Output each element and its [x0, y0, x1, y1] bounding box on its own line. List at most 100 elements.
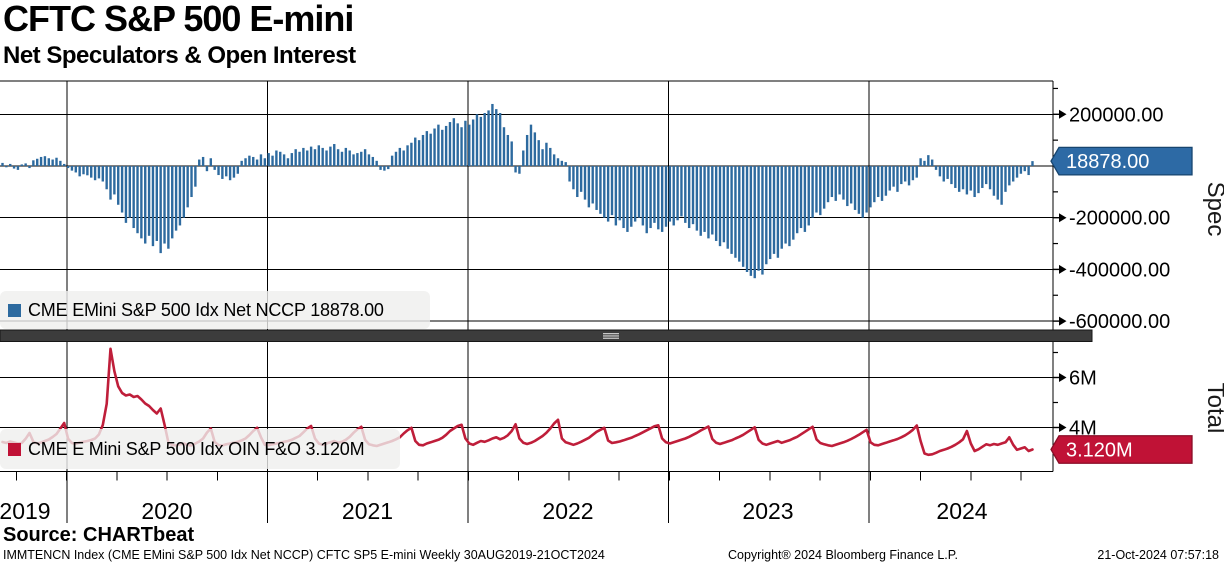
bar [105, 166, 108, 190]
bar [630, 166, 633, 227]
bar [892, 166, 895, 187]
bar [360, 151, 363, 166]
bar [525, 134, 529, 166]
bar [618, 166, 621, 221]
bar [1019, 166, 1023, 174]
bar [32, 160, 35, 166]
bar [984, 166, 988, 185]
bar [51, 159, 54, 166]
bar [599, 166, 602, 214]
bar [282, 154, 286, 166]
bar [668, 166, 672, 222]
bar [309, 146, 313, 166]
bar [610, 166, 614, 216]
legend-net-nccp[interactable]: CME EMini S&P 500 Idx Net NCCP 18878.00 [0, 291, 430, 329]
bar [302, 147, 305, 166]
divider-drag-handle[interactable] [603, 333, 619, 339]
bar [992, 166, 996, 196]
bar [59, 160, 62, 166]
bar [163, 166, 166, 244]
legend-label-net-nccp: CME EMini S&P 500 Idx Net NCCP 18878.00 [28, 299, 384, 320]
bar [522, 150, 525, 166]
bar [325, 150, 328, 166]
bar [988, 166, 992, 190]
total-last-value-box-label: 3.120M [1066, 440, 1133, 462]
bar [633, 166, 637, 222]
bar [232, 166, 236, 178]
bar [876, 166, 880, 198]
bar [9, 163, 12, 166]
year-label: 2020 [141, 498, 192, 524]
bar [236, 166, 240, 174]
bar [151, 166, 155, 247]
bar [711, 166, 714, 235]
bar [911, 166, 915, 181]
bar [657, 166, 660, 230]
bar [583, 166, 587, 200]
legend-label-open-interest: CME E Mini S&P 500 Idx OIN F&O 3.120M [28, 438, 365, 459]
bar [101, 166, 104, 182]
bar [352, 154, 355, 166]
bar [371, 156, 375, 166]
bar [768, 166, 772, 260]
bar [171, 166, 174, 239]
bar [552, 154, 556, 166]
bar [799, 166, 803, 229]
bar [776, 166, 780, 258]
bar [298, 151, 301, 166]
bar [795, 166, 799, 234]
bar [946, 166, 949, 179]
bar [414, 137, 417, 166]
bar [140, 166, 143, 239]
bar [1, 162, 4, 166]
bar [749, 166, 753, 276]
bar [483, 113, 486, 166]
total-axis-title: Total [1202, 383, 1224, 434]
bar [738, 166, 741, 262]
bar [394, 151, 398, 166]
bar [468, 124, 471, 166]
bar [564, 162, 567, 166]
bar [286, 158, 290, 166]
bar [433, 128, 436, 166]
bar [356, 153, 359, 166]
bar [641, 166, 645, 226]
bar [90, 166, 93, 178]
bar [225, 166, 228, 177]
right-axis: 200000.00 -200000.00 -400000.00 -600000.00 6… [1053, 87, 1170, 454]
bar [259, 154, 263, 166]
bar [591, 166, 594, 204]
bar [788, 166, 791, 247]
bar [954, 166, 957, 188]
net-nccp-bars [1, 103, 1034, 279]
bar [495, 109, 498, 166]
bar [703, 166, 706, 232]
bar [506, 134, 510, 166]
bar [363, 149, 367, 166]
bar [387, 166, 390, 170]
bar [167, 166, 170, 249]
bar [390, 155, 394, 166]
bar [174, 166, 178, 231]
bar [1008, 166, 1011, 186]
bar [645, 166, 648, 234]
bar [996, 166, 999, 200]
bar [437, 124, 440, 166]
bar [217, 166, 220, 176]
bar [136, 166, 139, 234]
legend-open-interest[interactable]: CME E Mini S&P 500 Idx OIN F&O 3.120M [0, 429, 400, 469]
year-label: 2021 [342, 498, 393, 524]
bar [849, 166, 853, 204]
total-last-value-box: 3.120M [1050, 435, 1193, 464]
bar [78, 166, 81, 177]
bar [471, 119, 475, 166]
bar [252, 156, 255, 166]
bar [707, 166, 710, 239]
bar [880, 166, 884, 201]
bar [869, 166, 872, 208]
bar [896, 166, 899, 192]
bar [113, 166, 116, 195]
bar [329, 146, 332, 166]
bar [209, 158, 213, 166]
